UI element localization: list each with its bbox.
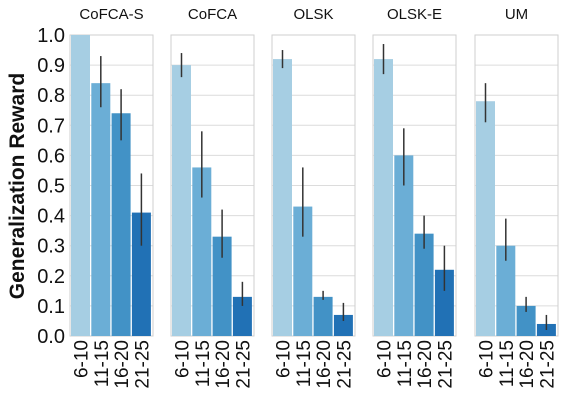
facet-panel: CoFCA-S 6-10 11-15 16-20 21-25 [69,6,154,389]
facet-title: CoFCA [188,6,237,23]
y-tick-label: 0.5 [37,176,65,198]
y-tick-label: 0.3 [37,236,65,258]
x-tick-label: 21-25 [334,340,355,389]
bar [313,296,333,336]
facet-panel: UM 6-10 11-15 16-20 21-25 [474,6,559,389]
y-axis-title: Generalization Reward [6,73,29,299]
y-tick-label: 0.0 [37,326,65,348]
bar [71,35,90,336]
bar [192,167,212,336]
facet-panel: CoFCA 6-10 11-15 16-20 21-25 [170,6,255,389]
x-tick-label: 11-15 [193,340,214,387]
panel-frame [170,34,255,337]
y-tick-label: 1.0 [37,25,65,47]
x-tick-label: 16-20 [314,340,335,389]
panel-frame [474,34,559,337]
bar [394,155,414,336]
x-tick-label: 11-15 [497,340,518,387]
facet-title: CoFCA-S [79,6,143,23]
panel-frame [372,34,457,337]
bar [496,245,516,336]
facet-title: OLSK-E [387,6,442,23]
x-tick-label: 11-15 [395,340,416,387]
x-tick-label: 16-20 [112,340,133,389]
y-tick-label: 0.1 [37,296,65,318]
facet-panel: OLSK-E 6-10 11-15 16-20 21-25 [372,6,457,389]
bar [273,59,292,337]
y-tick-label: 0.8 [37,85,65,107]
y-tick-label: 0.2 [37,266,65,288]
bar [434,269,454,336]
bar [374,59,393,337]
bar [476,101,495,336]
facet-title: OLSK [293,6,333,23]
bar [333,314,353,336]
x-tick-label: 16-20 [415,340,436,389]
y-tick-label: 0.6 [37,145,65,167]
bar [293,206,313,336]
x-tick-label: 6-10 [72,340,93,378]
facet-title: UM [505,6,528,23]
bar [232,296,252,336]
bar [212,236,232,336]
y-tick-label: 0.7 [37,115,65,137]
bar [131,212,151,336]
x-tick-label: 16-20 [213,340,234,389]
y-tick-label: 0.4 [37,206,65,228]
x-tick-label: 21-25 [537,340,558,389]
bar [516,305,536,336]
bar [91,83,111,336]
x-tick-label: 11-15 [294,340,315,387]
facet-panel: OLSK 6-10 11-15 16-20 21-25 [271,6,356,389]
x-tick-label: 16-20 [517,340,538,389]
x-tick-label: 11-15 [92,340,113,387]
x-tick-label: 21-25 [233,340,254,389]
bar [172,65,191,336]
x-tick-label: 6-10 [477,340,498,378]
panel-frame [69,34,154,337]
x-tick-label: 6-10 [173,340,194,378]
bar [414,233,434,336]
bar [111,113,131,336]
y-tick-label: 0.9 [37,55,65,77]
x-tick-label: 21-25 [435,340,456,389]
x-tick-label: 6-10 [375,340,396,378]
x-tick-label: 6-10 [274,340,295,378]
x-tick-label: 21-25 [132,340,153,389]
panel-frame [271,34,356,337]
